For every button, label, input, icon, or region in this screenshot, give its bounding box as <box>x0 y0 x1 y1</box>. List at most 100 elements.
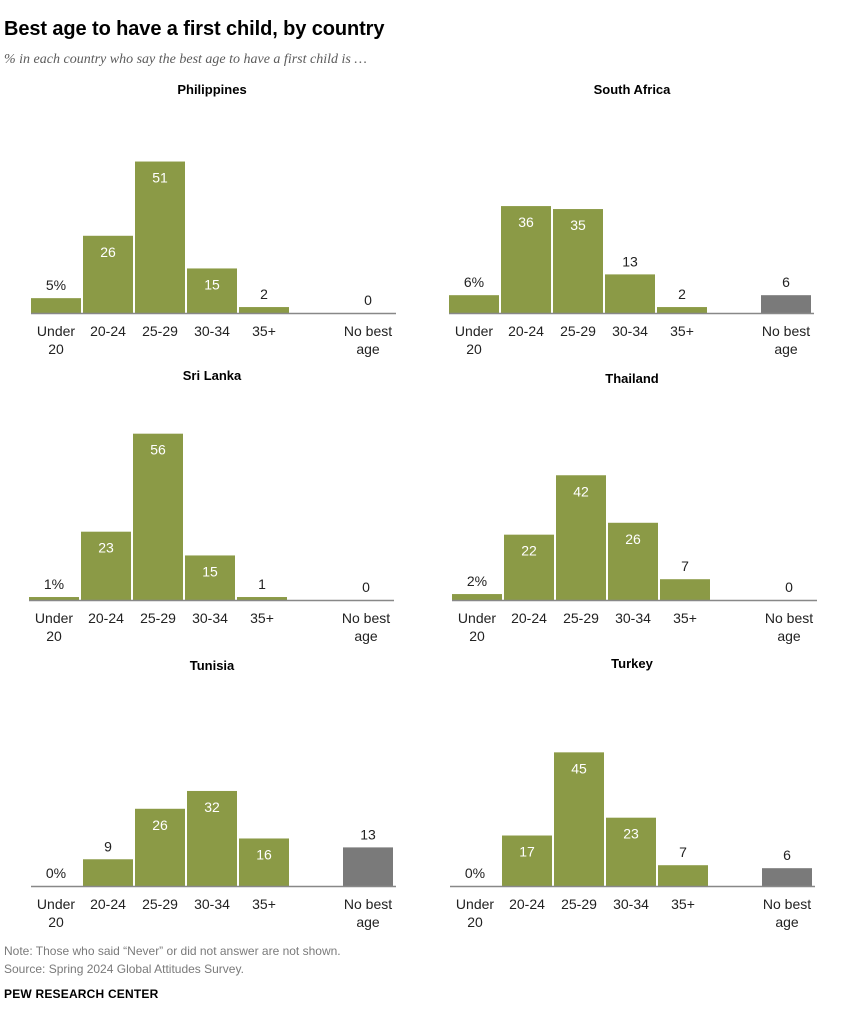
data-label-tunisia-5: 13 <box>360 826 376 842</box>
tick-label-philippines-2: 25-29 <box>142 323 178 339</box>
brand-label: PEW RESEARCH CENTER <box>4 987 159 1001</box>
tick-label-turkey-3: 30-34 <box>613 896 649 912</box>
tick-label-south-africa-1: 20-24 <box>508 323 544 339</box>
panel-title-thailand: Thailand <box>605 371 659 386</box>
data-label-sri-lanka-3: 15 <box>202 563 218 579</box>
data-label-turkey-2: 45 <box>571 760 587 776</box>
data-label-tunisia-0: 0% <box>46 865 66 881</box>
tick-label-turkey-5: No best <box>763 896 811 912</box>
tick-label-south-africa-0-line2: 20 <box>466 341 482 357</box>
bar-sri-lanka-4 <box>237 597 287 600</box>
data-label-thailand-3: 26 <box>625 531 641 547</box>
data-label-tunisia-1: 9 <box>104 838 112 854</box>
tick-label-philippines-1: 20-24 <box>90 323 126 339</box>
bar-sri-lanka-3 <box>185 555 235 600</box>
bar-south-africa-5 <box>761 295 811 313</box>
tick-label-philippines-3: 30-34 <box>194 323 230 339</box>
tick-label-tunisia-1: 20-24 <box>90 896 126 912</box>
data-label-tunisia-3: 32 <box>204 799 220 815</box>
bar-turkey-3 <box>606 817 656 886</box>
tick-label-turkey-0: Under <box>456 896 494 912</box>
data-label-philippines-0: 5% <box>46 277 66 293</box>
tick-label-tunisia-0: Under <box>37 896 75 912</box>
tick-label-philippines-5-line2: age <box>356 341 380 357</box>
tick-label-sri-lanka-1: 20-24 <box>88 610 124 626</box>
bar-thailand-0 <box>452 594 502 600</box>
bar-sri-lanka-1 <box>81 531 131 600</box>
tick-label-thailand-4: 35+ <box>673 610 697 626</box>
tick-label-tunisia-0-line2: 20 <box>48 914 64 930</box>
bar-philippines-2 <box>135 161 185 313</box>
tick-label-south-africa-4: 35+ <box>670 323 694 339</box>
tick-label-turkey-2: 25-29 <box>561 896 597 912</box>
tick-label-thailand-3: 30-34 <box>615 610 651 626</box>
tick-label-sri-lanka-4: 35+ <box>250 610 274 626</box>
data-label-thailand-5: 0 <box>785 579 793 595</box>
data-label-south-africa-2: 35 <box>570 217 586 233</box>
bar-turkey-2 <box>554 752 604 886</box>
bar-tunisia-1 <box>83 859 133 886</box>
bar-south-africa-0 <box>449 295 499 313</box>
bar-sri-lanka-0 <box>29 597 79 600</box>
tick-label-tunisia-5-line2: age <box>356 914 380 930</box>
bar-turkey-5 <box>762 868 812 886</box>
bar-philippines-3 <box>187 268 237 313</box>
data-label-turkey-1: 17 <box>519 844 535 860</box>
bar-south-africa-2 <box>553 209 603 313</box>
bar-philippines-0 <box>31 298 81 313</box>
tick-label-turkey-4: 35+ <box>671 896 695 912</box>
bar-turkey-4 <box>658 865 708 886</box>
data-label-philippines-4: 2 <box>260 286 268 302</box>
data-label-sri-lanka-4: 1 <box>258 576 266 592</box>
data-label-south-africa-3: 13 <box>622 253 638 269</box>
bar-turkey-1 <box>502 835 552 886</box>
tick-label-south-africa-5-line2: age <box>774 341 798 357</box>
data-label-thailand-0: 2% <box>467 573 487 589</box>
tick-label-philippines-5: No best <box>344 323 392 339</box>
tick-label-thailand-1: 20-24 <box>511 610 547 626</box>
data-label-philippines-5: 0 <box>364 292 372 308</box>
bar-thailand-2 <box>556 475 606 600</box>
bar-thailand-3 <box>608 522 658 600</box>
tick-label-sri-lanka-0-line2: 20 <box>46 628 62 644</box>
tick-label-thailand-5-line2: age <box>777 628 801 644</box>
data-label-south-africa-5: 6 <box>782 274 790 290</box>
tick-label-philippines-0-line2: 20 <box>48 341 64 357</box>
bar-south-africa-1 <box>501 206 551 313</box>
tick-label-tunisia-4: 35+ <box>252 896 276 912</box>
data-label-turkey-0: 0% <box>465 865 485 881</box>
source-note: Source: Spring 2024 Global Attitudes Sur… <box>4 962 244 976</box>
tick-label-south-africa-3: 30-34 <box>612 323 648 339</box>
chart-title: Best age to have a first child, by count… <box>4 18 385 40</box>
tick-label-south-africa-0: Under <box>455 323 493 339</box>
bar-tunisia-3 <box>187 790 237 886</box>
tick-label-turkey-0-line2: 20 <box>467 914 483 930</box>
tick-label-sri-lanka-3: 30-34 <box>192 610 228 626</box>
bar-thailand-4 <box>660 579 710 600</box>
footnote: Note: Those who said “Never” or did not … <box>4 944 341 958</box>
bar-tunisia-2 <box>135 808 185 886</box>
tick-label-sri-lanka-0: Under <box>35 610 73 626</box>
bar-tunisia-5 <box>343 847 393 886</box>
data-label-thailand-4: 7 <box>681 558 689 574</box>
panel-title-sri-lanka: Sri Lanka <box>183 368 242 383</box>
panel-title-south-africa: South Africa <box>594 82 672 97</box>
panel-title-philippines: Philippines <box>177 82 246 97</box>
data-label-philippines-2: 51 <box>152 170 168 186</box>
data-label-sri-lanka-1: 23 <box>98 540 114 556</box>
tick-label-tunisia-5: No best <box>344 896 392 912</box>
tick-label-philippines-0: Under <box>37 323 75 339</box>
data-label-thailand-1: 22 <box>521 543 537 559</box>
data-label-philippines-3: 15 <box>204 276 220 292</box>
bar-south-africa-4 <box>657 307 707 313</box>
data-label-turkey-3: 23 <box>623 826 639 842</box>
data-label-south-africa-0: 6% <box>464 274 484 290</box>
tick-label-thailand-0: Under <box>458 610 496 626</box>
tick-label-sri-lanka-2: 25-29 <box>140 610 176 626</box>
data-label-thailand-2: 42 <box>573 483 589 499</box>
data-label-philippines-1: 26 <box>100 244 116 260</box>
data-label-sri-lanka-0: 1% <box>44 576 64 592</box>
tick-label-sri-lanka-5: No best <box>342 610 390 626</box>
tick-label-thailand-2: 25-29 <box>563 610 599 626</box>
